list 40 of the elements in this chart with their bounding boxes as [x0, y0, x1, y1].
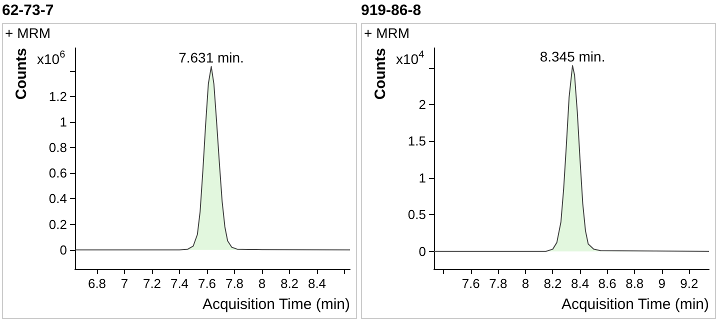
- y-tick-label: 0: [60, 242, 67, 258]
- x-axis-title: Acquisition Time (min): [202, 296, 350, 313]
- x-tick-label: 7.6: [198, 276, 216, 291]
- y-axis-title: Counts: [13, 48, 30, 100]
- y-tick-label: 0.4: [48, 191, 67, 206]
- y-tick-label: 0.8: [48, 140, 67, 156]
- x-tick-label: 8.4: [570, 276, 590, 291]
- x-tick-label: 8: [258, 276, 266, 291]
- annotation: 8.345 min.: [540, 48, 606, 65]
- annotation: 7.631 min.: [178, 50, 244, 66]
- x-tick-label: 7.8: [489, 276, 508, 291]
- x-tick-label: 9: [658, 276, 666, 291]
- y-tick-label: 0.2: [48, 216, 67, 232]
- chart-title: 62-73-7: [2, 2, 55, 21]
- text: + MRM: [5, 25, 50, 41]
- x-tick-label: 8.4: [308, 276, 326, 291]
- x-tick-label: 7.2: [142, 276, 162, 291]
- y-axis-title: Counts: [372, 48, 389, 100]
- x-tick-label: 8.8: [626, 276, 644, 291]
- x-tick-label: 7: [120, 276, 128, 291]
- y-tick-label: 0.5: [408, 207, 426, 222]
- x-tick-label: 7.8: [225, 276, 244, 291]
- x-tick-label: 6.8: [88, 276, 106, 291]
- y-tick-label: 0.6: [48, 166, 67, 181]
- y-tick-label: 1.5: [408, 134, 426, 149]
- x-axis-title: Acquisition Time (min): [561, 296, 709, 313]
- x-tick-label: 8.2: [280, 276, 299, 291]
- text: + MRM: [364, 25, 410, 41]
- chart-title: 919-86-8: [361, 2, 422, 21]
- y-tick-label: 1.2: [48, 89, 67, 104]
- x-tick-label: 7.6: [462, 276, 480, 291]
- y-tick-label: 2: [418, 97, 426, 112]
- x-tick-label: 9.2: [680, 276, 698, 291]
- y-tick-label: 0: [418, 244, 426, 259]
- y-tick-label: 1: [418, 170, 426, 186]
- y-tick-label: 1: [60, 114, 67, 130]
- x-tick-label: 8.6: [598, 276, 616, 291]
- x-tick-label: 7.4: [170, 276, 189, 291]
- x-tick-label: 8.2: [544, 276, 562, 291]
- x-tick-label: 8: [522, 276, 530, 291]
